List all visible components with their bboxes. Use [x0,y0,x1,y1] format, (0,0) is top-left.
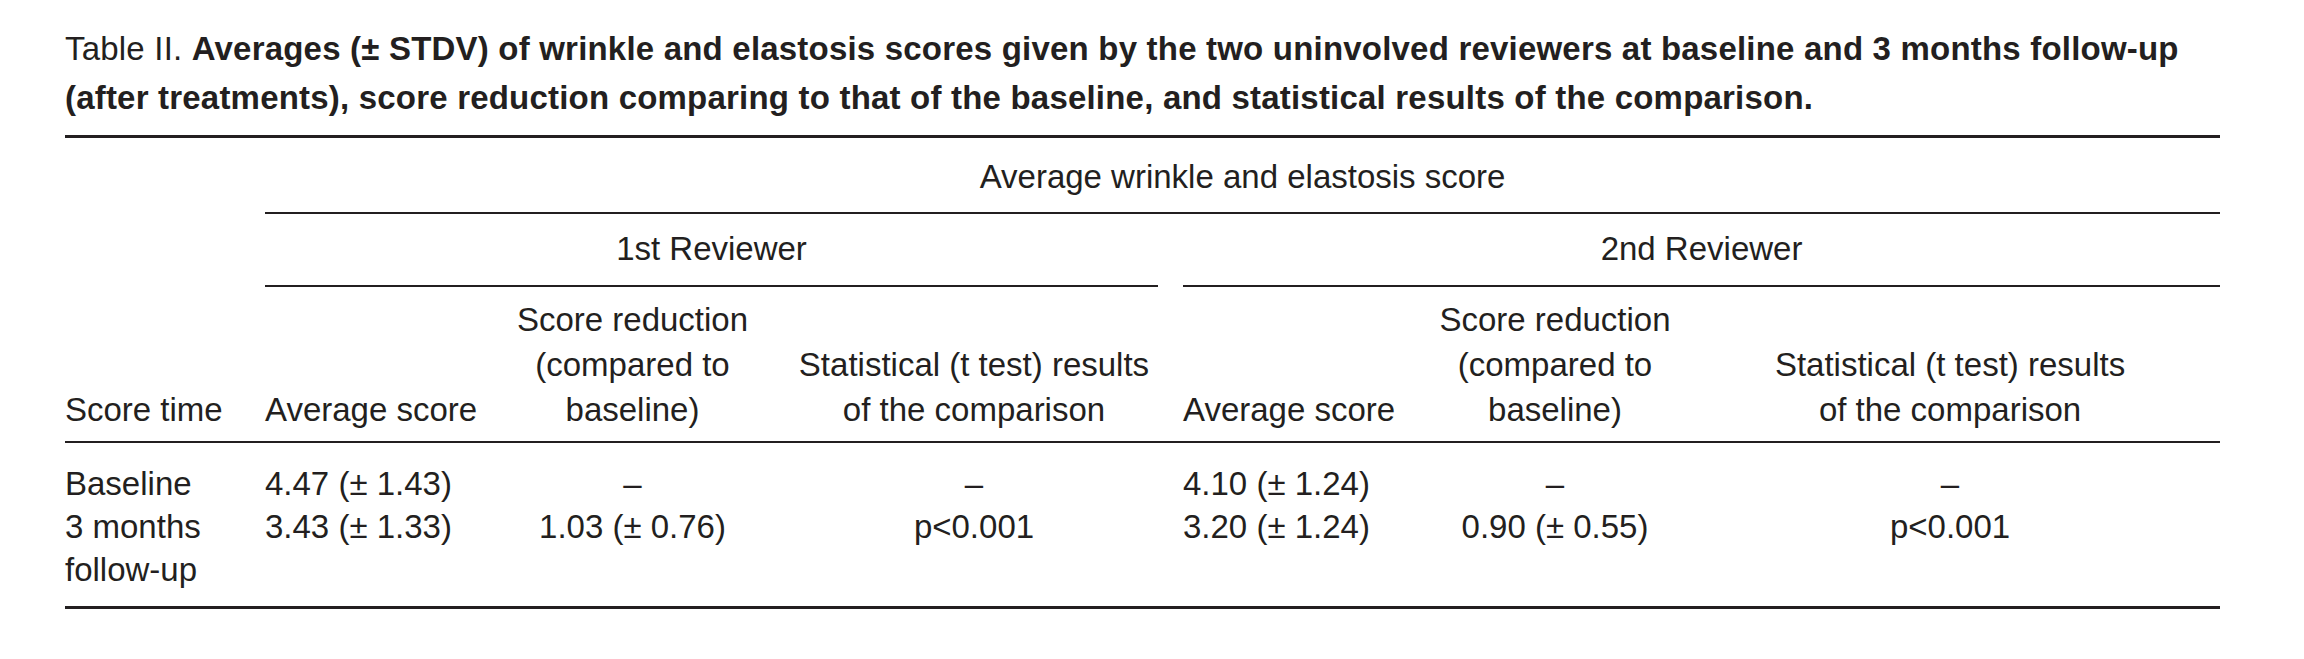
spanner-row: Average wrinkle and elastosis score [65,137,2220,214]
paper-table-page: Table II. Averages (± STDV) of wrinkle a… [0,0,2304,659]
cell-average-score-r2: 4.10 (± 1.24) [1183,442,1430,505]
table-caption-number: Table II. [65,30,192,67]
group-heading-reviewer-2-label: 2nd Reviewer [1183,214,2220,287]
group-spacer-cell [65,213,265,287]
group-heading-reviewer-2: 2nd Reviewer [1183,213,2220,287]
cell-score-reduction-r2: 0.90 (± 0.55) [1430,505,1680,608]
score-table: Average wrinkle and elastosis score 1st … [65,135,2220,609]
column-header-score-reduction-1: Score reduction (compared to baseline) [500,287,765,442]
cell-average-score-r2: 3.20 (± 1.24) [1183,505,1430,608]
column-header-statistical-results-1: Statistical (t test) results of the comp… [765,287,1183,442]
column-header-row: Score time Average score Score reduction… [65,287,2220,442]
spanner-spacer-cell [65,137,265,214]
cell-score-reduction-r2: – [1430,442,1680,505]
table-caption-text: Averages (± STDV) of wrinkle and elastos… [65,30,2179,116]
cell-score-time: 3 months follow-up [65,505,265,608]
column-header-average-score-2: Average score [1183,287,1430,442]
table-row-3-months-follow-up: 3 months follow-up 3.43 (± 1.33) 1.03 (±… [65,505,2220,608]
column-header-statistical-results-2: Statistical (t test) results of the comp… [1680,287,2220,442]
cell-statistical-r2: – [1680,442,2220,505]
reviewer-group-row: 1st Reviewer 2nd Reviewer [65,213,2220,287]
group-heading-reviewer-1: 1st Reviewer [265,213,1183,287]
cell-score-reduction-r1: – [500,442,765,505]
cell-average-score-r1: 3.43 (± 1.33) [265,505,500,608]
group-heading-reviewer-1-label: 1st Reviewer [265,214,1158,287]
cell-statistical-r1: – [765,442,1183,505]
cell-statistical-r1: p<0.001 [765,505,1183,608]
spanner-heading: Average wrinkle and elastosis score [265,137,2220,214]
table-caption: Table II. Averages (± STDV) of wrinkle a… [65,24,2220,122]
cell-average-score-r1: 4.47 (± 1.43) [265,442,500,505]
table-row-baseline: Baseline 4.47 (± 1.43) – – 4.10 (± 1.24)… [65,442,2220,505]
cell-score-reduction-r1: 1.03 (± 0.76) [500,505,765,608]
column-header-score-reduction-2: Score reduction (compared to baseline) [1430,287,1680,442]
column-header-average-score-1: Average score [265,287,500,442]
cell-score-time: Baseline [65,442,265,505]
cell-statistical-r2: p<0.001 [1680,505,2220,608]
column-header-score-time: Score time [65,287,265,442]
